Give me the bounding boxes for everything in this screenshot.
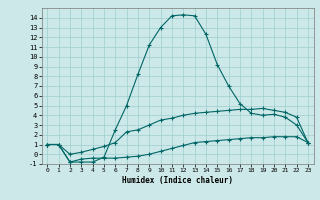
X-axis label: Humidex (Indice chaleur): Humidex (Indice chaleur) xyxy=(122,176,233,185)
